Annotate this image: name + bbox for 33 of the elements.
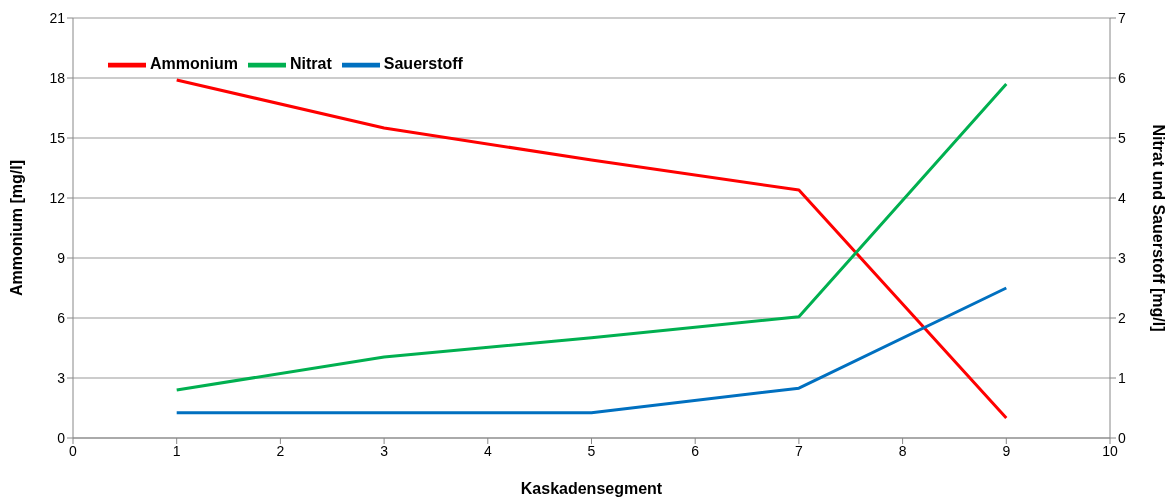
x-tick-label: 7 (795, 442, 803, 459)
y-tick-label: 3 (57, 369, 66, 386)
y-axis-title: Ammonium [mg/l] (7, 160, 25, 296)
y-tick-label: 0 (57, 429, 66, 446)
y2-tick-label: 0 (1118, 429, 1126, 446)
y2-tick-label: 4 (1118, 189, 1126, 206)
x-tick-label: 1 (172, 442, 181, 459)
x-tick-label: 6 (691, 442, 700, 459)
legend-label: Sauerstoff (383, 55, 463, 73)
x-tick-label: 9 (1002, 442, 1011, 459)
x-tick-label: 2 (276, 442, 285, 459)
legend-label: Nitrat (290, 55, 332, 73)
x-tick-label: 8 (898, 442, 907, 459)
x-tick-label: 5 (587, 442, 596, 459)
y-tick-label: 15 (49, 129, 66, 146)
x-tick-label: 4 (483, 442, 492, 459)
y-tick-label: 21 (49, 9, 66, 26)
y-tick-label: 6 (57, 309, 66, 326)
y2-tick-label: 7 (1118, 9, 1126, 26)
x-tick-label: 0 (69, 442, 78, 459)
y2-tick-label: 6 (1118, 69, 1126, 86)
y2-tick-label: 2 (1118, 309, 1126, 326)
y2-axis-title: Nitrat und Sauerstoff [mg/l] (1150, 124, 1168, 332)
y-tick-label: 12 (49, 189, 66, 206)
y2-tick-label: 5 (1118, 129, 1126, 146)
y-tick-label: 18 (49, 69, 66, 86)
x-axis-title: Kaskadensegment (520, 480, 663, 497)
x-tick-label: 10 (1102, 442, 1118, 459)
legend-label: Ammonium (150, 55, 238, 73)
y-tick-label: 9 (57, 249, 66, 266)
x-tick-label: 3 (380, 442, 389, 459)
y2-tick-label: 3 (1118, 249, 1126, 266)
y2-tick-label: 1 (1118, 369, 1126, 386)
